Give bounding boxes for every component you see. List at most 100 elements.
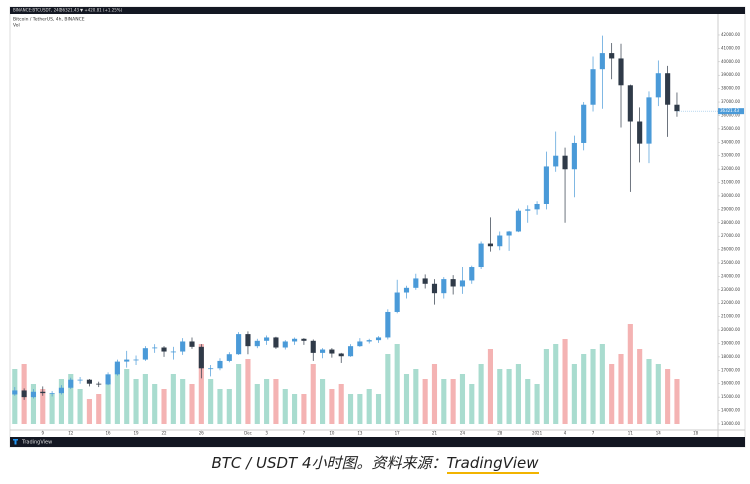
candle-body <box>301 338 307 341</box>
candle-body <box>282 341 288 348</box>
brand-logo <box>13 439 18 445</box>
candle-body <box>40 391 46 394</box>
x-tick-label: 7 <box>592 431 595 436</box>
candle-body <box>347 346 354 357</box>
candle-body <box>77 379 83 381</box>
volume-bar <box>282 389 288 424</box>
candle-body <box>637 121 643 144</box>
y-tick-label: 19000.00 <box>721 340 741 345</box>
candle-body <box>553 155 559 167</box>
volume-bar <box>525 379 531 424</box>
volume-bar <box>114 364 120 424</box>
volume-bar <box>217 389 223 424</box>
candle-body <box>422 278 428 284</box>
volume-bar <box>58 379 64 424</box>
volume-bar <box>534 384 540 424</box>
volume-bar <box>254 384 260 424</box>
y-tick-label: 25000.00 <box>721 260 741 265</box>
candle-body <box>665 73 671 105</box>
volume-bar <box>245 359 251 424</box>
volume-bar <box>562 339 568 424</box>
last-price: 36321.43 <box>60 8 80 13</box>
candle-body <box>217 360 223 369</box>
candle-body <box>609 53 615 59</box>
candle-body <box>581 104 587 143</box>
volume-bar <box>609 364 615 424</box>
y-tick-label: 30000.00 <box>721 193 741 198</box>
price-tag <box>718 108 744 115</box>
x-tick-label: 14 <box>656 431 662 436</box>
x-tick-label: 11 <box>628 431 634 436</box>
x-tick-label: 17 <box>395 431 401 436</box>
volume-bar <box>189 384 195 424</box>
candle-body <box>180 341 186 352</box>
volume-bar <box>301 394 307 424</box>
volume-bar <box>571 364 577 424</box>
y-tick-label: 20000.00 <box>721 327 741 332</box>
y-tick-label: 31000.00 <box>721 180 741 185</box>
volume-bar <box>553 344 559 424</box>
x-tick-label: 12 <box>68 431 74 436</box>
volume-bar <box>198 344 204 424</box>
volume-bar <box>581 354 587 424</box>
candle-body <box>30 391 37 398</box>
candle-body <box>320 349 326 353</box>
candle-body <box>441 279 447 294</box>
screenshot: BINANCE:BTCUSDT, 240 36321.43 ▼ +420.81 … <box>9 6 746 448</box>
candle-body <box>375 337 382 341</box>
y-tick-label: 38000.00 <box>721 86 741 91</box>
candle-body <box>152 347 158 349</box>
candle-body <box>310 340 316 353</box>
y-tick-label: 16000.00 <box>721 381 741 386</box>
candle-body <box>627 85 633 122</box>
candle-body <box>96 383 102 385</box>
x-tick-label: 10 <box>329 431 335 436</box>
candle-body <box>478 243 484 268</box>
x-tick-label: 26 <box>199 431 205 436</box>
x-tick-label: 13 <box>357 431 363 436</box>
volume-bar <box>637 349 643 424</box>
volume-bar <box>497 369 503 424</box>
y-tick-label: 32000.00 <box>721 166 741 171</box>
candle-body <box>413 278 419 288</box>
candle-body <box>161 347 167 352</box>
candle-body <box>618 58 624 86</box>
volume-bar <box>515 364 521 424</box>
candle-body <box>562 155 568 170</box>
y-tick-label: 35000.00 <box>721 126 741 131</box>
x-tick-label: 16 <box>106 431 112 436</box>
volume-bar <box>236 364 242 424</box>
volume-bar <box>450 379 456 424</box>
volume-bar <box>506 369 512 424</box>
volume-bar <box>68 374 74 424</box>
x-tick-label: 2021 <box>532 431 543 436</box>
y-tick-label: 22000.00 <box>721 300 741 305</box>
volume-bar <box>469 384 475 424</box>
candle-body <box>329 349 335 354</box>
volume-bar <box>385 354 391 424</box>
candle-body <box>254 340 260 347</box>
volume-bar <box>590 349 596 424</box>
candle-body <box>571 142 577 170</box>
candle-body <box>133 359 139 361</box>
volume-bar <box>599 344 605 424</box>
volume-bar <box>49 394 55 424</box>
volume-bar <box>459 374 466 424</box>
bottom-bar <box>10 437 745 447</box>
volume-bar <box>655 364 661 424</box>
volume-bar <box>338 384 344 424</box>
x-tick-label: 19 <box>133 431 139 436</box>
candle-body <box>357 341 363 347</box>
candle-body <box>385 311 391 338</box>
candle-body <box>506 231 512 236</box>
volume-bar <box>152 384 158 424</box>
candle-body <box>431 283 438 294</box>
candle-body <box>105 374 111 385</box>
x-tick-label: 21 <box>432 431 438 436</box>
volume-bar <box>264 379 270 424</box>
candle-body <box>534 203 540 210</box>
top-bar <box>10 7 745 14</box>
caption-text: BTC / USDT 4小时图。资料来源： <box>211 454 447 472</box>
candle-body <box>525 209 531 211</box>
